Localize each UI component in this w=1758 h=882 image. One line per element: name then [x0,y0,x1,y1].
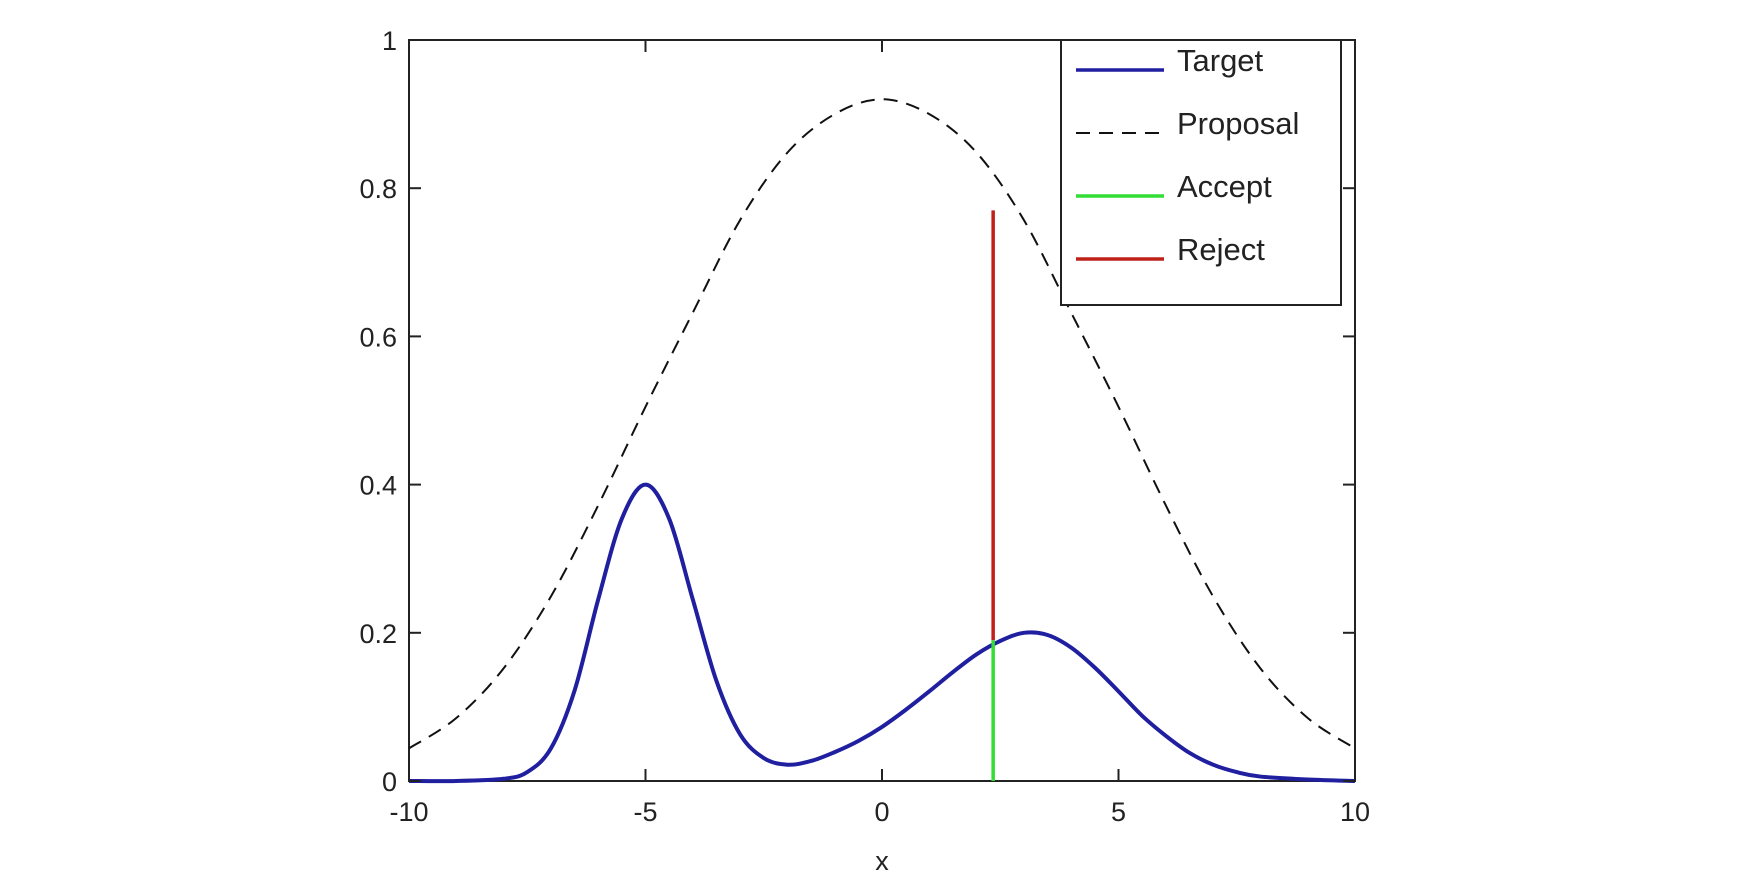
x-tick-label: 0 [874,797,889,827]
legend-items: Target Proposal Accept Reject [1076,43,1299,267]
legend-label-reject: Reject [1177,232,1265,267]
ticks-layer: -10 -5 0 5 10 0 0.2 0.4 0.6 0.8 1 [359,26,1370,827]
x-tick-label: 5 [1111,797,1126,827]
y-tick-label: 0.6 [359,322,397,352]
y-tick-label: 0.8 [359,174,397,204]
legend-label-accept: Accept [1177,169,1272,204]
x-tick-label: -10 [389,797,428,827]
x-tick-label: 10 [1340,797,1370,827]
y-tick-label: 1 [382,26,397,56]
legend: Target Proposal Accept Reject [1060,39,1342,306]
legend-box [1060,39,1342,306]
y-tick-label: 0.4 [359,471,397,501]
series-target-line [408,482,1356,784]
x-tick-label: -5 [633,797,657,827]
y-tick-label: 0 [382,767,397,797]
y-tick-label: 0.2 [359,619,397,649]
legend-label-proposal: Proposal [1177,106,1299,141]
x-axis-label: x [875,846,889,876]
series-layer [408,98,1356,784]
series-proposal-line [408,98,1356,750]
legend-label-target: Target [1177,43,1264,78]
